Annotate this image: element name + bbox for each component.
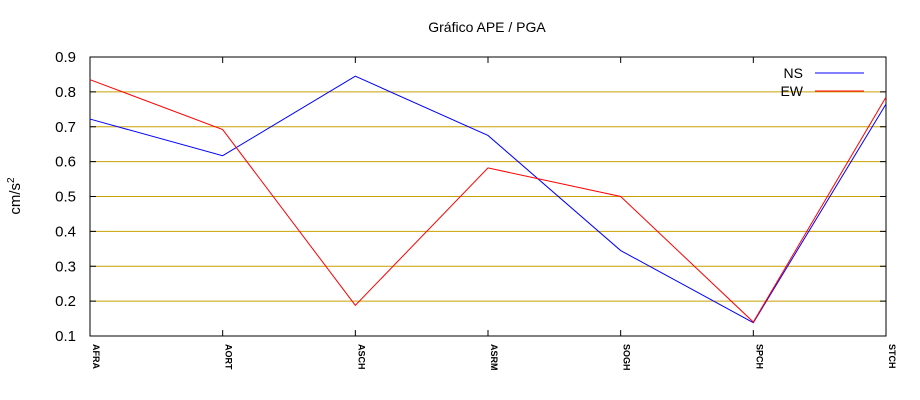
x-axis-ticks: AFRA AORT ASCH ASRM SOGH SPCH STCH: [89, 57, 897, 371]
y-tick-label: 0.1: [55, 328, 76, 345]
y-tick-label: 0.9: [55, 49, 76, 66]
series-line-ns: [89, 75, 887, 324]
y-tick-label: 0.7: [55, 119, 76, 136]
y-tick-label: 0.6: [55, 154, 76, 171]
x-tick-label: ASRM: [489, 344, 499, 371]
gridlines: [90, 91, 886, 302]
y-axis-label-exponent: 2: [6, 177, 17, 183]
x-tick-label: AFRA: [91, 344, 101, 369]
x-tick-label: SPCH: [754, 344, 764, 369]
y-tick-label: 0.5: [55, 189, 76, 206]
x-tick-label: SOGH: [622, 344, 632, 371]
y-tick-label: 0.2: [55, 293, 76, 310]
chart-title: Gráfico APE / PGA: [428, 19, 546, 35]
y-axis-ticks: 0.1 0.2 0.3 0.4 0.5 0.6 0.7 0.8 0.9: [55, 49, 886, 345]
legend-label-ew: EW: [780, 83, 803, 99]
series-lines: [89, 75, 887, 324]
x-tick-label: STCH: [887, 344, 897, 369]
y-tick-label: 0.4: [55, 223, 76, 240]
legend: NS EW: [780, 65, 864, 99]
y-tick-label: 0.8: [55, 84, 76, 101]
y-axis-label-text: cm/s: [7, 183, 24, 215]
x-tick-label: ASCH: [356, 344, 366, 370]
x-tick-label: AORT: [224, 344, 234, 370]
series-line-ew: [89, 79, 887, 323]
y-axis-label: cm/s2: [6, 177, 24, 215]
legend-label-ns: NS: [784, 65, 803, 81]
y-tick-label: 0.3: [55, 258, 76, 275]
